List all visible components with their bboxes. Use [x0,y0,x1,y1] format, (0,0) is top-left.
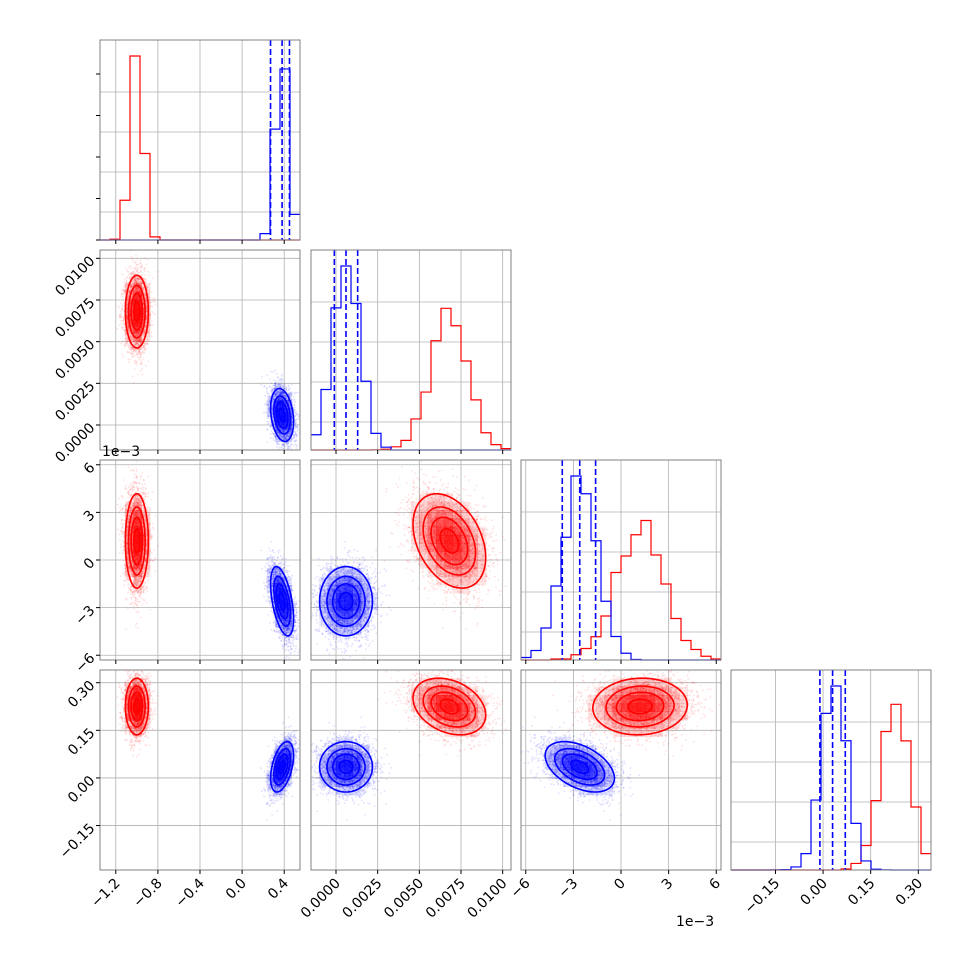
x-tick-label-3-2: 0.15 [845,876,878,909]
scatter-3-1 [311,670,511,822]
x-tick-label-3-0: −0.15 [742,876,784,918]
y-tick-label-3-2: 0.15 [65,725,98,758]
y-tick-label-3-1: 0.00 [65,773,98,806]
y-tick-label-1-0: 0.0000 [52,420,98,466]
panel-1-1 [311,250,511,450]
x-tick-label-1-3: 0.0075 [423,876,469,922]
scatter-1-0 [116,250,300,450]
y-tick-label-3-3: 0.30 [65,678,98,711]
panel-1-0 [100,250,300,450]
y-tick-label-2-3: 3 [81,507,99,525]
panel-0-0 [100,40,300,240]
y-tick-label-2-1: −3 [72,603,98,629]
x-tick-label-1-0: 0.0000 [298,876,344,922]
y-tick-label-1-3: 0.0075 [52,295,98,341]
scatter-3-2 [521,670,721,822]
x-tick-label-1-1: 0.0025 [340,876,386,922]
frame-1-1 [310,249,512,451]
x-tick-label-0-3: 0.0 [223,876,250,903]
frame-3-3 [730,669,932,871]
y-tick-label-2-4: 6 [81,460,99,478]
x-tick-label-2-4: 6 [706,875,724,893]
x-offset-label: 1e−3 [676,914,714,930]
y-tick-label-3-0: −0.15 [57,821,99,863]
frame-3-1 [310,669,512,871]
x-tick-label-0-4: 0.4 [265,875,292,902]
x-tick-label-2-3: 3 [659,876,677,894]
y-tick-label-1-2: 0.0050 [52,337,98,383]
y-tick-label-2-0: −6 [72,650,98,676]
x-tick-label-2-2: 0 [611,876,629,894]
scatter-3-0 [116,670,300,822]
frame-2-1 [310,459,512,661]
x-tick-label-2-0: −6 [508,875,534,901]
x-tick-label-0-0: −1.2 [88,876,123,911]
x-tick-label-0-1: −0.8 [130,876,165,911]
x-tick-label-0-2: −0.4 [172,875,207,910]
hist-2-series-0 [521,519,721,661]
y-offset-label: 1e−3 [102,444,140,460]
x-tick-label-1-2: 0.0050 [381,876,427,922]
x-tick-label-3-1: 0.00 [798,876,831,909]
x-tick-label-2-1: −3 [555,876,581,902]
scatter-2-0 [116,460,300,660]
scatter-2-1 [311,460,511,660]
x-tick-label-1-4: 0.0100 [465,876,511,922]
y-tick-label-2-2: 0 [81,555,99,573]
y-tick-label-1-4: 0.0100 [52,253,98,299]
x-tick-label-3-3: 0.30 [893,876,926,909]
y-tick-label-1-1: 0.0025 [52,378,98,424]
